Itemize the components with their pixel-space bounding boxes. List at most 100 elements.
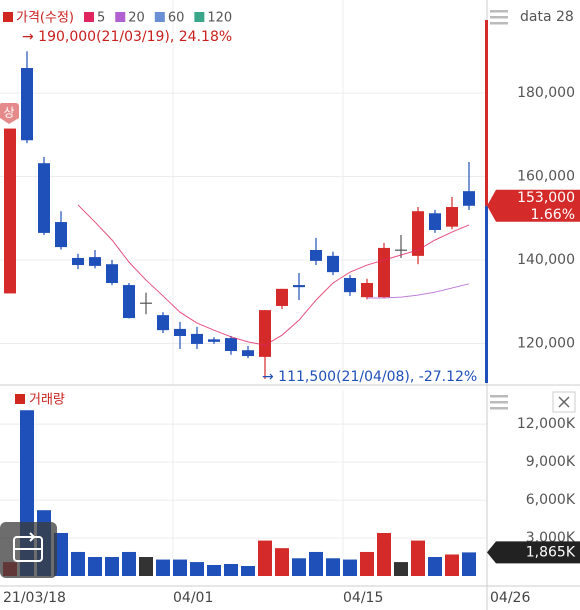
volume-bar [224,563,238,576]
volume-bar [241,566,255,576]
candle-body [174,328,186,336]
volume-bar [394,562,408,576]
price-tag [487,189,580,222]
x-tick-label: 21/03/18 [3,590,66,606]
menu-bar [490,401,508,404]
candle-body [293,285,305,288]
volume-bar [360,551,374,576]
range-bar-down [485,205,488,383]
candle-body [446,207,458,227]
legend-label: 20 [128,11,145,26]
price-tag-change: 1.66% [531,207,575,223]
close-button[interactable] [552,391,576,413]
legend-swatch [115,12,126,22]
volume-tag-value: 1,865K [526,544,576,560]
moving-average-line [367,283,470,299]
y-tick-label: 6,000K [526,492,576,508]
x-tick-label: 04/15 [343,590,383,606]
candle-body [259,310,271,357]
volume-bar [207,564,221,576]
candle-body [123,285,135,319]
volume-bar [411,540,425,576]
candle-body [38,163,50,233]
candle-body [106,264,118,283]
candle-body [55,222,67,248]
volume-bar [309,551,323,576]
candle-body [395,249,407,251]
y-tick-label: 9,000K [526,454,576,470]
candle-body [378,247,390,298]
volume-bar [377,532,391,576]
candle-body [310,250,322,261]
max-annotation: → 190,000(21/03/19), 24.18% [22,29,232,45]
volume-bar [156,559,170,576]
data-count: data 28 [520,9,574,25]
candle-body [191,333,203,344]
volume-bar [139,557,153,576]
volume-bar [258,540,272,576]
legend-swatch [154,12,165,22]
volume-bar [122,551,136,576]
candle-body [157,315,169,331]
candle-body [429,213,441,230]
legend-label: 가격(수정) [16,11,74,26]
legend-swatch [3,12,13,22]
volume-bar [105,557,119,576]
volume-bar [343,559,357,576]
range-bar-up [485,20,488,206]
candle-body [4,128,16,294]
volume-bar [173,559,187,576]
legend-swatch [194,12,205,22]
y-tick-label: 120,000 [517,336,575,352]
volume-bar [71,551,85,576]
screen-icon-detail [14,532,42,550]
candle-body [89,257,101,266]
volume-bar [190,562,204,576]
price-tag-value: 153,000 [517,190,575,206]
menu-bar [490,407,508,410]
candle-body [21,68,33,141]
candle-body [140,302,152,304]
volume-title: 거래량 [29,393,65,408]
volume-bar [275,548,289,576]
min-annotation: → 111,500(21/04/08), -27.12% [262,369,477,385]
moving-average-line [77,204,470,346]
candle-body [225,338,237,352]
close-x [558,396,570,408]
volume-bar [445,554,459,576]
volume-bar [292,558,306,576]
volume-tag [487,541,580,564]
candle-body [242,350,254,357]
y-tick-label: 180,000 [517,85,575,101]
candle-body [412,211,424,256]
x-tick-label: 04/26 [490,590,530,606]
y-tick-label: 140,000 [517,252,575,268]
screen-button[interactable] [0,522,57,578]
menu-bar [490,22,508,25]
menu-bar [490,395,508,398]
legend-label: 5 [97,11,105,26]
limit-badge-bg [0,103,19,124]
candle-body [276,288,288,306]
y-tick-label: 12,000K [517,416,576,432]
limit-badge: 상 [3,106,14,120]
legend-label: 120 [207,11,232,26]
volume-bar [428,557,442,576]
volume-bar [326,558,340,576]
volume-legend-swatch [15,394,25,404]
candle-body [208,339,220,342]
candle-body [361,282,373,298]
volume-menu-icon[interactable] [490,395,508,410]
volume-bar [462,552,476,576]
candle-body [327,255,339,273]
volume-bar [54,532,68,576]
y-tick-label: 160,000 [517,169,575,185]
legend: 가격(수정) 5 20 60 120 [3,11,232,26]
menu-bar [490,16,508,19]
menu-bar [490,10,508,13]
candle-body [344,277,356,293]
menu-icon[interactable] [490,10,508,25]
